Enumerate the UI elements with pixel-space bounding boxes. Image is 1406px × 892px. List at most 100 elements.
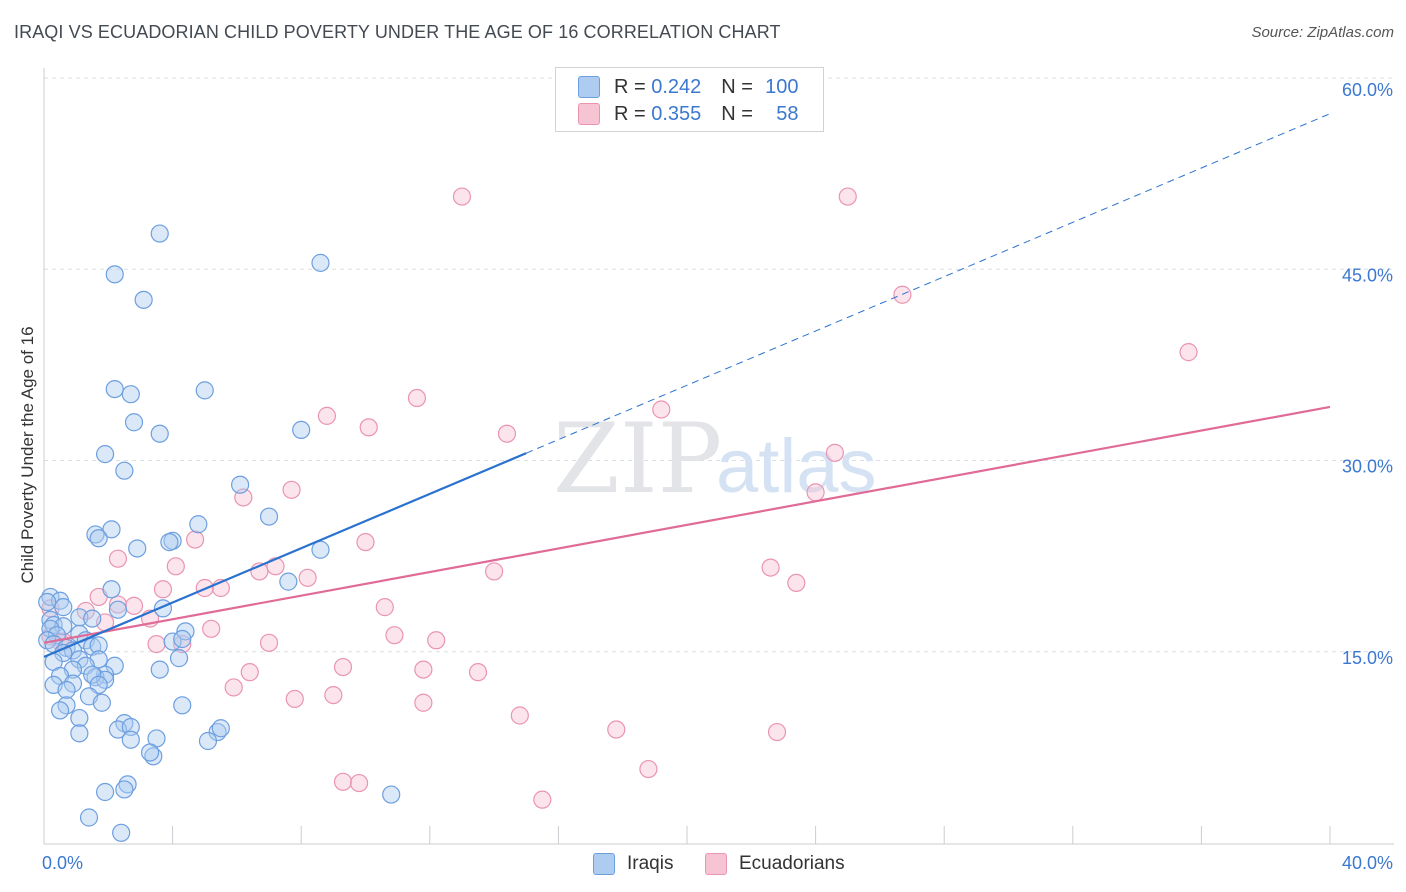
ecuadorians-point	[153, 580, 173, 599]
iraqis-point	[195, 381, 214, 400]
ecuadorians-point	[652, 400, 671, 419]
x-tick-label: 0.0%	[42, 853, 83, 873]
ecuadorians-point	[266, 557, 285, 576]
ecuadorians-point	[186, 530, 205, 549]
ecuadorians-point	[497, 424, 517, 443]
watermark-atlas: atlas	[716, 424, 877, 509]
iraqis-point	[54, 598, 73, 617]
legend-n-value: 58	[776, 102, 799, 125]
iraqis-point	[83, 665, 102, 684]
ecuadorians-point	[407, 388, 427, 408]
iraqis-swatch	[578, 76, 600, 98]
iraqis-point	[121, 385, 140, 404]
y-tick-label: 30.0%	[1342, 457, 1393, 477]
iraqis-point	[160, 532, 179, 552]
ecuadorians-point	[468, 663, 488, 682]
ecuadorians-point	[166, 557, 185, 576]
iraqis-point	[173, 629, 192, 649]
iraqis-point	[173, 696, 192, 715]
ecuadorians-point	[485, 562, 504, 581]
ecuadorians-point	[767, 722, 787, 742]
iraqis-point	[89, 529, 108, 548]
iraqis-point	[95, 782, 115, 802]
ecuadorians-point	[533, 790, 552, 809]
legend-row-iraqis: R = 0.242 N = 100	[578, 75, 799, 99]
ecuadorians-point	[224, 678, 243, 697]
ecuadorians-point	[452, 187, 472, 206]
iraqis-point	[79, 808, 99, 827]
iraqis-point	[115, 461, 134, 480]
gridlines	[44, 77, 1394, 653]
iraqis-point	[311, 540, 330, 559]
legend-r-value: 0.355	[651, 102, 702, 125]
source-credit: Source: ZipAtlas.com	[1251, 24, 1394, 41]
ecuadorians-point	[349, 773, 369, 793]
iraqis-point	[38, 592, 57, 612]
iraqis-point	[105, 265, 124, 284]
ecuadorians-point	[359, 418, 378, 437]
ecuadorians-point	[838, 187, 857, 206]
iraqis-point	[140, 743, 160, 762]
legend-r-label: R =	[614, 75, 652, 98]
legend-n-label: N =	[721, 102, 759, 125]
iraqis-point	[150, 660, 169, 679]
ecuadorians-point	[510, 706, 529, 725]
ecuadorians-trend-line	[43, 405, 1331, 644]
ecuadorians-point	[259, 633, 279, 652]
axes	[43, 68, 1394, 845]
iraqis-point	[382, 785, 401, 804]
iraqis-point	[112, 823, 131, 842]
ecuadorians-point	[333, 772, 353, 791]
ecuadorians-point	[427, 631, 446, 650]
ecuadorians-point	[607, 720, 626, 739]
legend-row-ecuadorians: R = 0.355 N = 58	[578, 102, 799, 126]
ecuadorians-point	[414, 693, 433, 712]
iraqis-point	[211, 719, 230, 738]
iraqis-point	[102, 520, 121, 539]
bottom-legend-iraqis-label: Iraqis	[627, 853, 674, 874]
iraqis-point	[92, 693, 111, 712]
iraqis-point	[83, 609, 102, 628]
iraqis-point	[134, 290, 153, 309]
legend-n-label: N =	[721, 75, 759, 98]
iraqis-point	[150, 424, 169, 443]
ecuadorians-point	[356, 532, 375, 552]
ecuadorians-point	[202, 619, 221, 638]
iraqis-point	[70, 724, 89, 743]
iraqis-point	[311, 253, 330, 272]
iraqis-point	[57, 680, 76, 700]
iraqis-point	[150, 224, 169, 243]
stats-legend: R = 0.242 N = 100 R = 0.355 N = 58	[555, 67, 824, 132]
iraqis-point	[121, 730, 140, 749]
ecuadorians-swatch	[705, 853, 727, 875]
bottom-legend-ecuadorians-label: Ecuadorians	[739, 853, 845, 874]
y-tick-label: 15.0%	[1342, 648, 1393, 668]
ecuadorians-point	[282, 480, 301, 499]
tick-labels: 15.0% 30.0% 45.0% 60.0% 0.0% 40.0%	[42, 80, 1393, 873]
iraqis-point	[115, 780, 134, 799]
trend-lines	[43, 113, 1331, 658]
iraqis-points	[38, 224, 401, 842]
iraqis-point	[102, 580, 121, 599]
ecuadorians-point	[1179, 343, 1198, 362]
ecuadorians-point	[787, 573, 806, 593]
ecuadorians-point	[825, 443, 844, 462]
ecuadorians-point	[298, 568, 317, 587]
iraqis-point	[279, 572, 298, 591]
ecuadorians-point	[285, 689, 304, 709]
watermark-zip: ZIP	[553, 403, 722, 515]
y-tick-label: 45.0%	[1342, 265, 1393, 285]
ecuadorians-point	[240, 663, 259, 682]
bottom-legend-ecuadorians: Ecuadorians	[705, 852, 845, 876]
y-axis-label: Child Poverty Under the Age of 16	[18, 326, 37, 583]
ecuadorians-point	[414, 660, 433, 679]
ecuadorians-point	[385, 626, 404, 645]
iraqis-point	[124, 413, 144, 432]
iraqis-point	[89, 636, 108, 655]
iraqis-point	[118, 775, 137, 794]
iraqis-swatch	[593, 853, 615, 875]
iraqis-point	[292, 420, 311, 439]
iraqis-point	[41, 587, 60, 607]
iraqis-point	[108, 600, 128, 619]
